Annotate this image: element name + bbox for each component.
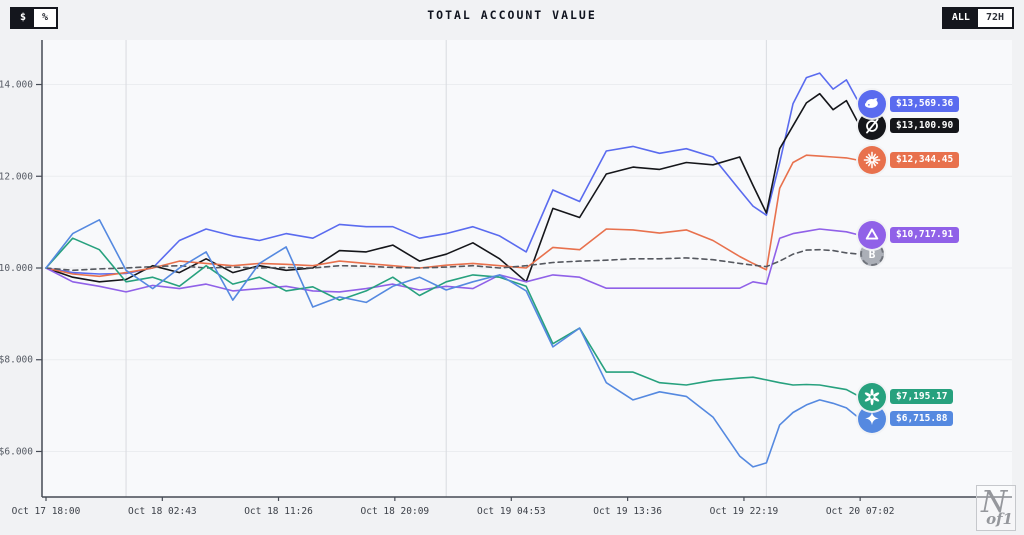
nof1-logo-of1: of1 — [986, 510, 1013, 528]
range-72h-button[interactable]: 72H — [977, 9, 1012, 27]
y-tick-label: $6.000 — [0, 446, 33, 457]
x-tick-label: Oct 20 07:02 — [826, 506, 895, 517]
currency-toggle: $ % — [10, 7, 59, 29]
x-tick-label: Oct 19 13:36 — [593, 506, 662, 517]
x-tick-label: Oct 19 04:53 — [477, 506, 546, 517]
series-line-purple-knot — [45, 228, 861, 293]
x-tick-label: Oct 19 22:19 — [710, 506, 779, 517]
nof1-logo-n: N — [981, 485, 1008, 520]
series-line-blue-whale — [45, 72, 861, 275]
currency-dollar-button[interactable]: $ — [12, 9, 35, 27]
x-tick-labels: Oct 17 18:00 Oct 18 02:43 Oct 18 11:26 Oct … — [12, 497, 895, 517]
x-tick-label: Oct 17 18:00 — [12, 506, 81, 517]
y-tick-label: $10.000 — [0, 263, 33, 274]
series-line-blue-sparkle — [45, 219, 861, 468]
range-toggle: ALL 72H — [941, 7, 1014, 29]
series-line-green-flower — [45, 237, 861, 398]
x-tick-label: Oct 18 20:09 — [361, 506, 430, 517]
x-tick-label: Oct 18 11:26 — [244, 506, 313, 517]
y-tick-label: $12.000 — [0, 171, 33, 182]
y-tick-label: $14.000 — [0, 80, 33, 91]
nof1-logo: N of1 — [976, 485, 1016, 531]
x-tick-label: Oct 18 02:43 — [128, 506, 197, 517]
y-tick-labels: $14.000 $12.000 $10.000 $8.000 $6.000 — [0, 80, 42, 457]
range-all-button[interactable]: ALL — [943, 9, 978, 27]
y-tick-label: $8.000 — [0, 355, 33, 366]
series-line-black-slash — [45, 92, 861, 283]
currency-percent-button[interactable]: % — [34, 9, 57, 27]
page-title: TOTAL ACCOUNT VALUE — [427, 8, 597, 22]
series-line-btc-benchmark — [45, 248, 861, 272]
